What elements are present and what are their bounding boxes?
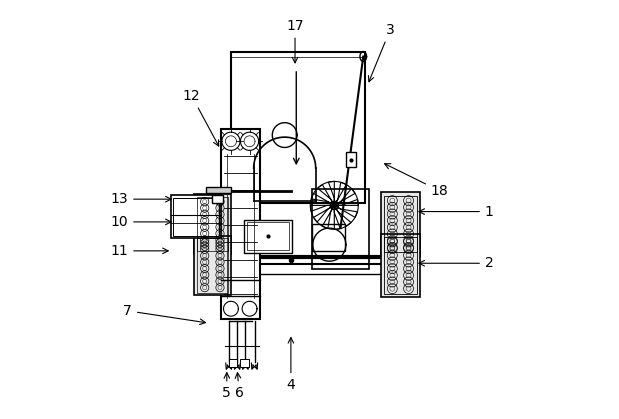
Text: 10: 10 [111, 215, 171, 229]
Text: 7: 7 [123, 304, 206, 324]
Bar [173, 197, 219, 236]
Bar [194, 194, 230, 254]
Text: 2: 2 [419, 256, 494, 270]
Bar [171, 195, 222, 238]
Bar [246, 222, 289, 251]
Bar [311, 224, 345, 251]
Text: 12: 12 [183, 89, 219, 146]
Text: 17: 17 [286, 18, 304, 63]
Bar [197, 197, 228, 251]
Text: 18: 18 [384, 164, 449, 198]
Bar [212, 195, 223, 203]
Bar [244, 220, 292, 253]
Text: 11: 11 [110, 244, 168, 258]
Text: 1: 1 [419, 204, 494, 219]
Text: 5: 5 [222, 372, 231, 401]
Bar [311, 189, 370, 269]
Bar [197, 238, 228, 292]
Bar [384, 196, 417, 252]
Bar [231, 52, 365, 203]
Text: 4: 4 [287, 338, 295, 392]
Bar [194, 235, 230, 295]
Bar [240, 359, 249, 367]
Bar [381, 234, 420, 297]
Bar [346, 153, 356, 167]
Bar [206, 187, 231, 193]
Text: 13: 13 [111, 192, 171, 206]
Bar [220, 129, 260, 319]
Text: 6: 6 [235, 372, 244, 401]
Text: 3: 3 [368, 23, 394, 82]
Bar [384, 237, 417, 294]
Bar [229, 359, 237, 367]
Bar [381, 192, 420, 256]
